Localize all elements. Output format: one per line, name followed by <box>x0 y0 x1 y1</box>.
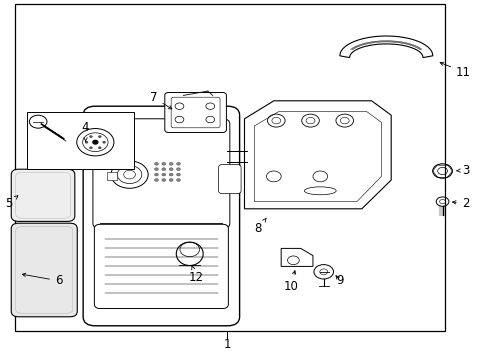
Circle shape <box>89 135 92 138</box>
Text: 8: 8 <box>254 218 266 235</box>
Circle shape <box>154 168 158 171</box>
Circle shape <box>85 141 88 143</box>
Circle shape <box>102 141 105 143</box>
Bar <box>106 172 117 180</box>
Text: 12: 12 <box>189 266 203 284</box>
Bar <box>15 4 444 331</box>
Circle shape <box>169 179 173 181</box>
Circle shape <box>162 179 165 181</box>
Circle shape <box>162 173 165 176</box>
Text: 2: 2 <box>452 197 468 210</box>
Text: 7: 7 <box>150 91 172 109</box>
Circle shape <box>176 179 180 181</box>
Circle shape <box>162 168 165 171</box>
Circle shape <box>169 162 173 165</box>
Circle shape <box>176 168 180 171</box>
FancyBboxPatch shape <box>16 227 73 313</box>
FancyBboxPatch shape <box>16 172 70 218</box>
Text: 10: 10 <box>283 271 298 293</box>
Circle shape <box>93 140 98 144</box>
Text: 9: 9 <box>335 274 343 287</box>
FancyBboxPatch shape <box>83 106 239 326</box>
Circle shape <box>169 173 173 176</box>
Text: 3: 3 <box>455 164 468 177</box>
FancyBboxPatch shape <box>218 165 241 194</box>
Circle shape <box>154 162 158 165</box>
FancyBboxPatch shape <box>93 119 229 229</box>
Text: 5: 5 <box>5 196 18 210</box>
Bar <box>27 112 134 169</box>
FancyBboxPatch shape <box>11 169 75 221</box>
Circle shape <box>162 162 165 165</box>
Circle shape <box>89 147 92 149</box>
Text: 6: 6 <box>22 273 62 287</box>
Text: 1: 1 <box>223 338 231 351</box>
Circle shape <box>169 168 173 171</box>
Text: 11: 11 <box>439 62 470 78</box>
Circle shape <box>176 162 180 165</box>
FancyBboxPatch shape <box>94 224 228 309</box>
Circle shape <box>98 135 101 138</box>
Text: 4: 4 <box>81 121 89 134</box>
FancyBboxPatch shape <box>11 223 77 317</box>
Circle shape <box>154 173 158 176</box>
FancyBboxPatch shape <box>164 93 226 132</box>
FancyBboxPatch shape <box>171 97 220 128</box>
Circle shape <box>98 147 101 149</box>
Circle shape <box>176 173 180 176</box>
Circle shape <box>154 179 158 181</box>
